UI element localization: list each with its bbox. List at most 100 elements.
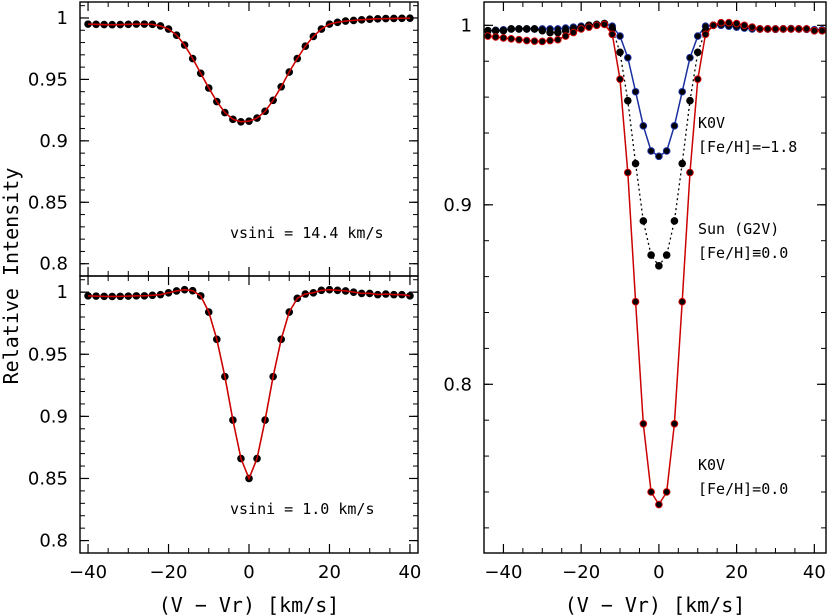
data-point xyxy=(530,37,539,45)
data-point xyxy=(592,21,601,30)
series-line-2 xyxy=(487,21,823,506)
x-axis-title: (V − Vr) [km/s] xyxy=(565,593,746,616)
data-point xyxy=(740,21,749,30)
data-point xyxy=(771,25,780,33)
data-point xyxy=(577,25,585,33)
data-point xyxy=(678,297,687,306)
y-tick-label: 0.9 xyxy=(443,195,472,216)
data-point xyxy=(709,21,718,30)
x-tick-label: 0 xyxy=(243,562,254,583)
curve-label-name: K0V xyxy=(698,456,725,474)
fit-line xyxy=(87,17,411,123)
y-tick-label: 0.8 xyxy=(39,531,68,552)
data-point xyxy=(554,35,562,44)
data-point xyxy=(810,26,819,35)
panel-frame xyxy=(483,1,827,554)
data-point xyxy=(662,488,671,496)
y-tick-label: 0.8 xyxy=(443,374,472,395)
data-point xyxy=(639,122,648,130)
data-point xyxy=(554,28,562,37)
data-point xyxy=(732,19,741,28)
curve-label-metallicity: [Fe/H]≡0.0 xyxy=(698,244,788,262)
panel-right: −40 −20 0 20 40 0.8 0.9 1 K0V [Fe/H]=−1.8 Sun (G2V… xyxy=(443,1,827,616)
data-point xyxy=(678,87,687,96)
data-point xyxy=(561,32,570,40)
data-point xyxy=(670,217,679,225)
y-tick-label: 0.85 xyxy=(28,468,68,489)
data-point xyxy=(670,122,679,130)
x-tick-label: 20 xyxy=(318,562,341,583)
data-point xyxy=(701,30,710,39)
data-point xyxy=(639,217,648,225)
vsini-annotation: vsini = 14.4 km/s xyxy=(230,224,384,242)
data-point xyxy=(631,297,640,306)
data-point xyxy=(616,32,624,40)
data-point xyxy=(693,75,702,83)
data-point xyxy=(600,20,609,29)
x-tick-label: −40 xyxy=(69,562,107,583)
curve-label-metallicity: [Fe/H]=0.0 xyxy=(698,480,788,498)
data-point xyxy=(546,36,554,45)
y-tick-label: 1 xyxy=(57,282,68,303)
fit-line xyxy=(87,289,411,481)
x-tick-label: 40 xyxy=(398,562,421,583)
y-tick-label: 0.85 xyxy=(28,192,68,213)
data-point xyxy=(585,23,593,31)
data-point xyxy=(515,25,523,33)
data-point xyxy=(662,147,671,155)
y-axis-title: Relative Intensity xyxy=(0,168,23,385)
curve-label-name: K0V xyxy=(698,114,725,132)
panel-top-left: 0.8 0.85 0.9 0.95 1 vsini = 14.4 km/s xyxy=(28,1,419,277)
y-tick-label: 0.8 xyxy=(39,254,68,275)
panel-frame xyxy=(79,275,419,554)
data-point xyxy=(787,25,795,33)
data-point xyxy=(569,28,578,37)
data-point xyxy=(647,147,655,155)
data-point xyxy=(686,168,694,177)
data-point xyxy=(693,32,702,40)
data-point xyxy=(717,18,725,27)
data-point xyxy=(662,251,671,259)
data-point xyxy=(491,26,500,35)
series-line-1 xyxy=(87,17,411,123)
data-point xyxy=(522,36,531,45)
data-point xyxy=(693,48,702,57)
data-point xyxy=(616,75,624,83)
data-point xyxy=(818,26,826,35)
data-point xyxy=(655,500,663,509)
x-axis-title: (V − Vr) [km/s] xyxy=(159,593,340,616)
data-point xyxy=(686,96,694,105)
data-point xyxy=(538,37,547,46)
data-point xyxy=(779,25,788,33)
data-point xyxy=(670,419,679,428)
data-point xyxy=(655,152,663,161)
data-point xyxy=(507,34,516,43)
data-point xyxy=(491,33,500,41)
data-point xyxy=(647,251,655,259)
data-point xyxy=(686,53,694,62)
data-point xyxy=(639,419,648,428)
data-point xyxy=(631,159,640,168)
data-point xyxy=(515,35,523,44)
x-tick-label: 40 xyxy=(803,562,826,583)
curve-label-name: Sun (G2V) xyxy=(698,220,779,238)
data-point xyxy=(507,25,516,33)
y-tick-label: 1 xyxy=(461,15,472,36)
data-point xyxy=(756,25,764,33)
data-point xyxy=(546,28,554,37)
x-tick-label: −40 xyxy=(484,562,522,583)
data-point xyxy=(608,30,617,39)
data-point xyxy=(794,25,803,33)
data-point xyxy=(499,26,508,35)
panel-bottom-left: −40 −20 0 20 40 0.8 0.85 0.9 0.95 1 vsini = 1.0 km… xyxy=(28,275,421,616)
y-tick-label: 0.95 xyxy=(28,344,68,365)
vsini-annotation: vsini = 1.0 km/s xyxy=(230,500,375,518)
data-point xyxy=(631,87,640,96)
data-point xyxy=(623,53,632,62)
x-tick-label: 0 xyxy=(653,562,664,583)
y-tick-label: 0.9 xyxy=(39,406,68,427)
data-point xyxy=(530,25,539,33)
data-point xyxy=(725,18,733,27)
data-point xyxy=(678,159,687,168)
